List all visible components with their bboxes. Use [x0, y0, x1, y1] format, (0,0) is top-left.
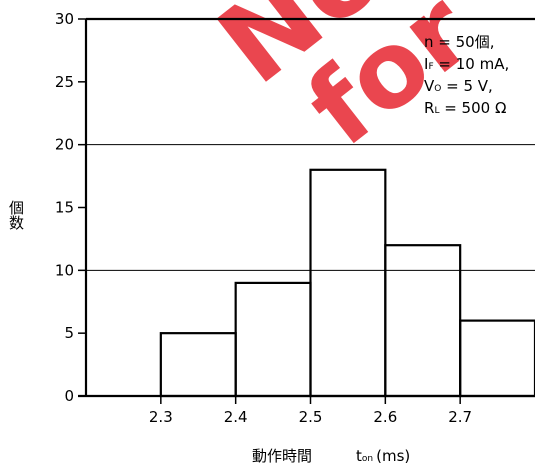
bar-3 [384, 244, 462, 398]
x-axis-symbol-sub: on [362, 454, 373, 464]
x-axis-symbol: ton (ms) [356, 447, 410, 465]
y-tick-label-0: 0 [64, 387, 74, 405]
annotation-line-0: n = 50個, [424, 33, 494, 51]
y-tick-label-5: 25 [55, 73, 74, 91]
y-axis-label: 個数 [7, 200, 25, 230]
y-tick-labels: 0 5 10 15 20 25 30 [55, 10, 86, 405]
bar-1 [234, 281, 312, 398]
x-tick-label-2: 2.5 [299, 408, 323, 426]
bar-2 [309, 168, 387, 398]
x-axis-label: 動作時間 ton (ms) [252, 447, 410, 465]
x-tick-labels: 2.3 2.4 2.5 2.6 2.7 [149, 396, 472, 426]
x-axis-symbol-main: t [356, 447, 362, 465]
y-tick-label-4: 20 [55, 136, 74, 154]
x-tick-label-4: 2.7 [448, 408, 472, 426]
y-tick-label-1: 5 [64, 324, 74, 342]
annotation-line-1: IF = 10 mA, [424, 55, 509, 73]
x-tick-label-3: 2.6 [373, 408, 397, 426]
y-tick-label-3: 15 [55, 199, 74, 217]
bars [159, 168, 535, 398]
y-tick-label-2: 10 [55, 261, 74, 279]
bar-4 [459, 319, 535, 398]
x-tick-label-1: 2.4 [224, 408, 248, 426]
bar-0 [159, 332, 237, 398]
x-axis-symbol-unit: (ms) [376, 447, 410, 465]
annotation-line-3: RL = 500 Ω [424, 99, 506, 117]
x-axis-label-text: 動作時間 [252, 447, 312, 465]
y-tick-label-6: 30 [55, 10, 74, 28]
x-tick-label-0: 2.3 [149, 408, 173, 426]
annotation-line-2: VO = 5 V, [424, 77, 493, 95]
annotation-block: n = 50個, IF = 10 mA, VO = 5 V, RL = 500 Ω [424, 33, 509, 117]
